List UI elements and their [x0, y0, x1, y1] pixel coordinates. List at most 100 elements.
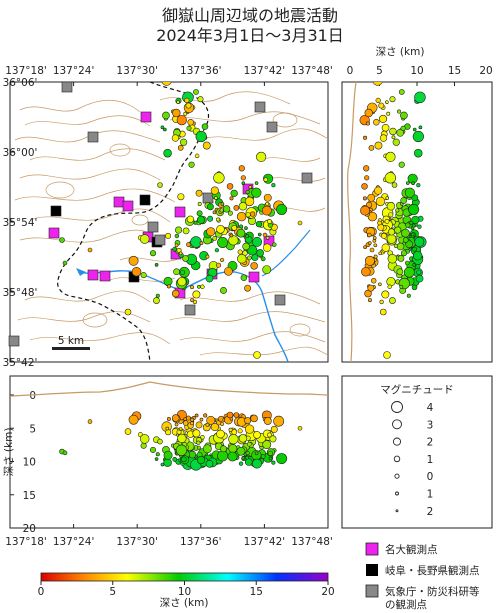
- side-hypocenter: [418, 125, 423, 130]
- bottom-hypocenter: [203, 413, 208, 418]
- side-hypocenter: [361, 183, 368, 190]
- jma-station-label-1: 気象庁・防災科研等: [385, 585, 480, 598]
- bottom-hypocenter: [233, 412, 240, 418]
- bottom-hypocenter: [245, 450, 250, 456]
- epicenter: [272, 242, 277, 247]
- epicenter: [261, 205, 272, 216]
- side-hypocenter: [396, 242, 405, 251]
- bottom-hypocenter: [231, 429, 238, 436]
- map-lat-tick-label: 36°06': [3, 77, 38, 89]
- bottom-depth-tick-label: 5: [29, 423, 36, 435]
- side-hypocenter: [411, 181, 415, 186]
- side-hypocenter: [402, 237, 409, 243]
- bottom-hypocenter: [254, 451, 259, 456]
- epicenter: [182, 227, 190, 235]
- epicenter: [240, 274, 248, 281]
- station-marker: [99, 270, 111, 282]
- epicenter: [233, 205, 240, 211]
- bottom-hypocenter: [128, 414, 139, 425]
- epicenter: [244, 284, 252, 292]
- side-hypocenter: [412, 263, 416, 267]
- epicenter: [236, 228, 246, 238]
- bottom-hypocenter: [253, 431, 261, 439]
- epicenter: [230, 189, 238, 197]
- side-hypocenter: [389, 297, 396, 304]
- side-hypocenter: [381, 123, 390, 132]
- epicenter: [171, 289, 180, 298]
- bottom-hypocenter: [163, 450, 173, 460]
- side-hypocenter: [411, 223, 416, 228]
- epicenter: [200, 284, 205, 289]
- bottom-depth-tick-label: 0: [29, 390, 36, 402]
- side-hypocenter: [411, 215, 420, 224]
- bottom-hypocenter: [87, 419, 93, 424]
- epicenter: [206, 203, 214, 211]
- epicenter: [176, 114, 187, 126]
- bottom-hypocenter: [267, 450, 273, 456]
- epicenter: [262, 232, 268, 238]
- epicenter: [177, 277, 187, 287]
- side-hypocenter: [414, 236, 425, 247]
- epicenter: [216, 262, 222, 268]
- map-title: 御嶽山周辺域の地震活動: [161, 6, 338, 25]
- side-hypocenter: [367, 232, 372, 238]
- side-hypocenter: [405, 240, 413, 249]
- epicenter: [214, 196, 218, 200]
- bottom-hypocenter: [276, 453, 288, 465]
- bottom-hypocenter: [228, 427, 233, 432]
- bottom-hypocenter: [163, 458, 172, 467]
- side-hypocenter: [400, 125, 406, 131]
- bottom-hypocenter: [202, 444, 212, 454]
- bottom-lon-tick-label: 137°36': [180, 536, 222, 548]
- bottom-hypocenter: [188, 450, 197, 459]
- bottom-hypocenter: [199, 417, 204, 422]
- side-depth-axis: 0 5 10 15 20: [341, 65, 493, 86]
- side-hypocenter: [391, 182, 398, 188]
- epicenter: [224, 266, 233, 276]
- bottom-topography-profile: [9, 381, 329, 397]
- magnitude-value: 1: [427, 454, 434, 466]
- epicenter: [186, 242, 191, 248]
- bottom-hypocenter: [244, 417, 252, 425]
- side-hypocenter: [401, 228, 410, 238]
- side-hypocenter: [373, 119, 380, 126]
- scale-bar: [52, 347, 90, 350]
- epicenter: [228, 235, 239, 246]
- side-hypocenter: [374, 186, 383, 195]
- epicenter: [271, 183, 276, 188]
- nagoya-station-label: 名大観測点: [385, 543, 438, 556]
- epicenter: [160, 125, 165, 130]
- epicenter: [246, 255, 252, 261]
- epicenter: [140, 272, 147, 279]
- epicenter: [247, 245, 258, 256]
- bottom-hypocenter: [177, 433, 187, 444]
- bottom-hypocenter: [190, 417, 195, 422]
- epicenter: [241, 181, 246, 186]
- bottom-hypocenter: [260, 454, 266, 459]
- bottom-hypocenter: [149, 446, 157, 453]
- epicenter: [267, 218, 272, 224]
- epicenter: [252, 236, 263, 247]
- station-marker: [174, 206, 186, 218]
- side-hypocenter: [400, 197, 408, 204]
- side-hypocenter: [396, 268, 404, 276]
- colorbar-label: 深さ (km): [160, 597, 209, 609]
- bottom-hypocenter: [205, 459, 214, 468]
- epicenter: [251, 187, 262, 198]
- side-hypocenter: [385, 151, 396, 162]
- epicenter: [180, 269, 186, 275]
- epicenter: [222, 205, 231, 213]
- side-hypocenter: [394, 226, 402, 234]
- depth-colorbar: 0 5 10 15 20 深さ (km): [38, 572, 335, 609]
- epicenter: [219, 208, 224, 213]
- epicenter: [226, 183, 234, 190]
- epicenter: [256, 151, 267, 162]
- map-lat-tick-label: 35°54': [3, 217, 38, 229]
- epicenter: [163, 148, 172, 158]
- side-hypocenter: [405, 222, 411, 228]
- epicenter: [177, 193, 185, 201]
- epicenter: [165, 232, 172, 239]
- side-hypocenter: [393, 243, 398, 248]
- side-hypocenter: [374, 141, 383, 150]
